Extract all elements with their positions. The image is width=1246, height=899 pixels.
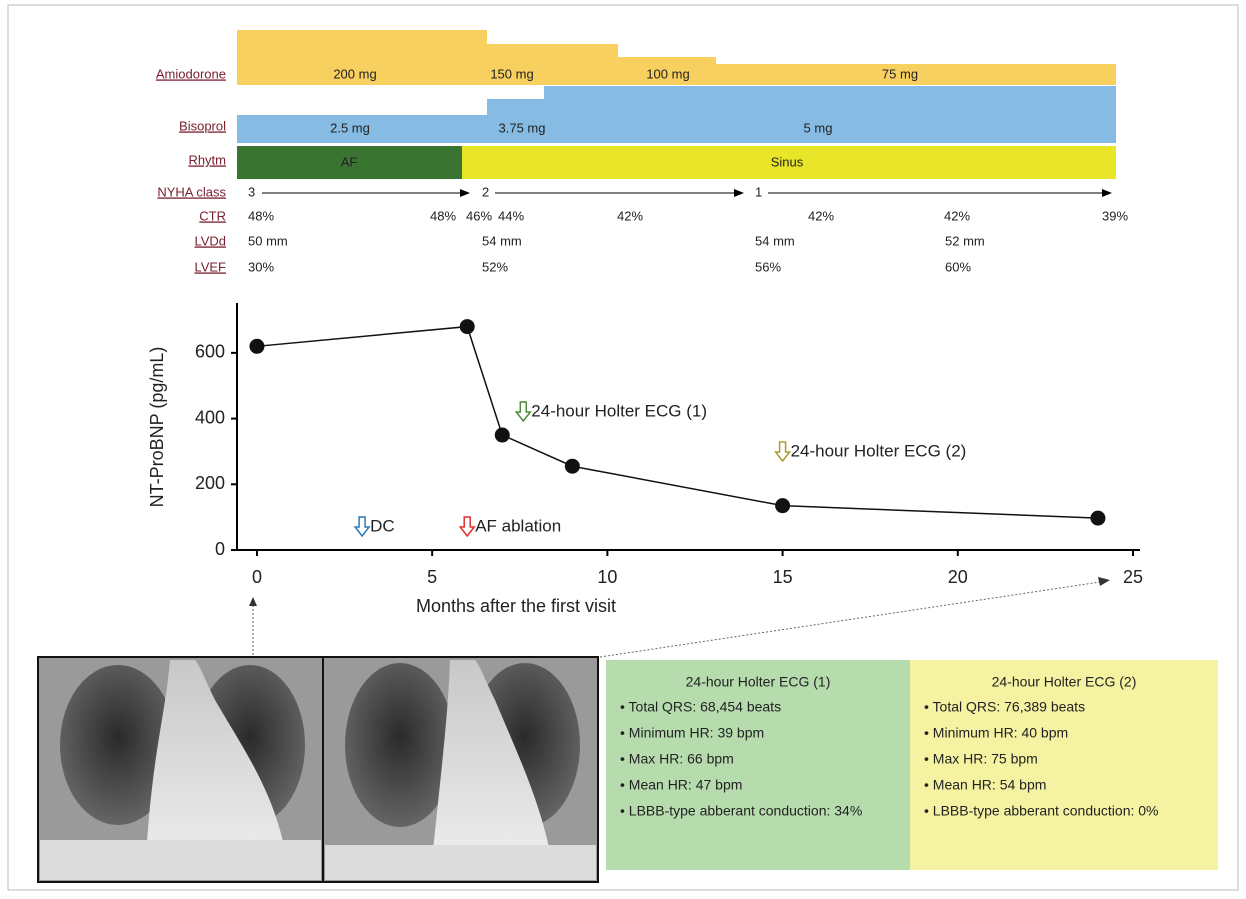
holter-title: 24-hour Holter ECG (1): [686, 674, 831, 690]
point: [495, 428, 510, 443]
nyha-arrowhead: [460, 189, 470, 197]
row-label: LVDd: [194, 233, 226, 248]
holter-item: • Max HR: 66 bpm: [620, 751, 734, 767]
segment-label: 3.75 mg: [499, 120, 546, 135]
measure-value: 46%: [466, 208, 492, 223]
point: [249, 339, 264, 354]
x-axis-title: Months after the first visit: [416, 596, 616, 616]
holter-item: • Total QRS: 68,454 beats: [620, 699, 781, 715]
annotation-arrow: [460, 517, 474, 536]
point: [460, 319, 475, 334]
measure-value: 52%: [482, 259, 508, 274]
segment-label: 200 mg: [333, 66, 376, 81]
measure-value: 44%: [498, 208, 524, 223]
segment-label: 150 mg: [490, 66, 533, 81]
row-label: LVEF: [194, 259, 226, 274]
nyha-arrowhead: [734, 189, 744, 197]
figure: NT-ProBNP (pg/mL) Months after the first…: [0, 0, 1246, 899]
annotation-arrow: [776, 442, 790, 461]
row-label: CTR: [199, 208, 226, 223]
measure-value: 54 mm: [755, 233, 795, 248]
row-label: Rhytm: [188, 152, 226, 167]
segment-label: AF: [341, 154, 358, 169]
annotation-arrow: [355, 517, 369, 536]
x-tick-label: 15: [773, 567, 793, 587]
nyha-arrowhead: [1102, 189, 1112, 197]
annotation-arrow: [516, 402, 530, 421]
holter-item: • LBBB-type abberant conduction: 34%: [620, 803, 862, 819]
y-tick-label: 200: [195, 473, 225, 493]
holter-item: • Max HR: 75 bpm: [924, 751, 1038, 767]
y-tick-label: 600: [195, 342, 225, 362]
holter-title: 24-hour Holter ECG (2): [992, 674, 1137, 690]
measure-value: 48%: [430, 208, 456, 223]
segment-label: Sinus: [771, 154, 804, 169]
annotation: 24-hour Holter ECG (1): [531, 401, 707, 420]
holter-item: • LBBB-type abberant conduction: 0%: [924, 803, 1159, 819]
segment-label: 5 mg: [804, 120, 833, 135]
y-tick-label: 0: [215, 539, 225, 559]
segment-label: 100 mg: [646, 66, 689, 81]
segment-label: 75 mg: [882, 66, 918, 81]
measure-value: 54 mm: [482, 233, 522, 248]
measure-value: 50 mm: [248, 233, 288, 248]
holter-item: • Mean HR: 47 bpm: [620, 777, 742, 793]
point: [565, 459, 580, 474]
nyha-value: 2: [482, 184, 489, 199]
x-tick-label: 20: [948, 567, 968, 587]
row-label: Amiodorone: [156, 66, 226, 81]
point: [1090, 511, 1105, 526]
xray-1: [38, 657, 323, 882]
annotation: AF ablation: [475, 516, 561, 535]
measure-value: 52 mm: [945, 233, 985, 248]
measure-value: 42%: [944, 208, 970, 223]
holter-item: • Total QRS: 76,389 beats: [924, 699, 1085, 715]
holter-item: • Mean HR: 54 bpm: [924, 777, 1046, 793]
y-tick-label: 400: [195, 407, 225, 427]
measure-value: 30%: [248, 259, 274, 274]
measure-value: 42%: [808, 208, 834, 223]
measure-value: 42%: [617, 208, 643, 223]
nyha-value: 3: [248, 184, 255, 199]
measure-value: 39%: [1102, 208, 1128, 223]
row-label: NYHA class: [157, 184, 226, 199]
xray-2: [323, 657, 598, 882]
segment-label: 2.5 mg: [330, 120, 370, 135]
annotation: 24-hour Holter ECG (2): [791, 441, 967, 460]
x-tick-label: 0: [252, 567, 262, 587]
x-tick-label: 10: [597, 567, 617, 587]
x-tick-label: 25: [1123, 567, 1143, 587]
row-label: Bisoprol: [179, 118, 226, 133]
holter-item: • Minimum HR: 39 bpm: [620, 725, 764, 741]
measure-value: 60%: [945, 259, 971, 274]
line: [257, 327, 1098, 519]
measure-value: 56%: [755, 259, 781, 274]
holter-item: • Minimum HR: 40 bpm: [924, 725, 1068, 741]
pointer-arrows: [249, 577, 1110, 657]
annotation: DC: [370, 516, 395, 535]
measure-value: 48%: [248, 208, 274, 223]
point: [775, 498, 790, 513]
x-tick-label: 5: [427, 567, 437, 587]
y-axis-title: NT-ProBNP (pg/mL): [147, 347, 167, 508]
nyha-value: 1: [755, 184, 762, 199]
